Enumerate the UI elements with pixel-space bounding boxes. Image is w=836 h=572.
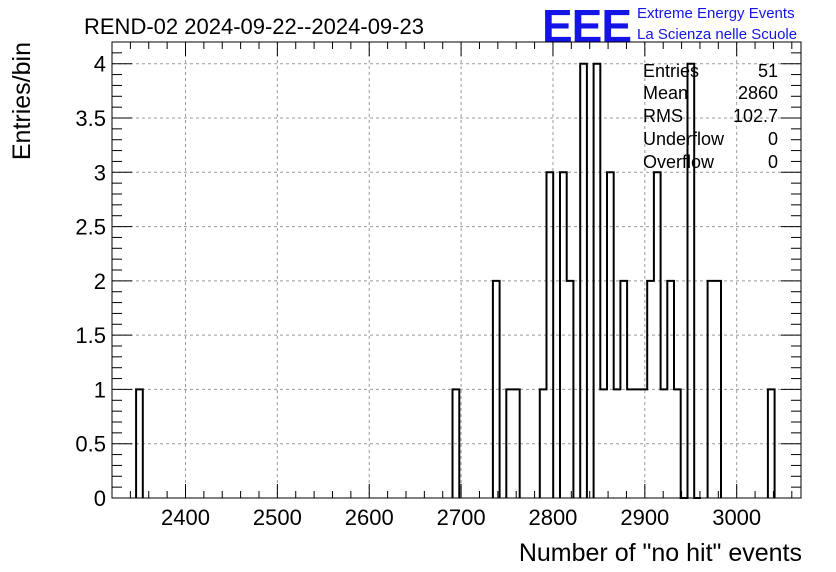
histogram-bin (654, 172, 661, 498)
axis-ticks (111, 41, 801, 499)
histogram-bin (560, 172, 567, 498)
stats-label-underflow: Underflow (643, 129, 725, 149)
histogram-bin (493, 281, 500, 498)
histogram-bars (135, 62, 776, 499)
histogram-bin (674, 389, 681, 498)
x-tick-label: 2800 (528, 505, 577, 530)
histogram-bin (647, 281, 654, 498)
x-tick-label: 2500 (253, 505, 302, 530)
x-tick-label: 2900 (620, 505, 669, 530)
eee-logo-mark: EEE (542, 0, 631, 52)
y-tick-label: 3.5 (75, 106, 106, 131)
histogram-bin (600, 389, 607, 498)
x-tick-label: 2400 (161, 505, 210, 530)
y-axis-label: Entries/bin (8, 42, 36, 160)
histogram-bin (634, 389, 641, 498)
x-tick-label: 2700 (437, 505, 486, 530)
histogram-bin (620, 281, 627, 498)
histogram-bin (513, 389, 520, 498)
histogram-bin (540, 389, 547, 498)
y-tick-label: 0.5 (75, 432, 106, 457)
x-tick-label: 3000 (712, 505, 761, 530)
stats-value-rms: 102.7 (733, 106, 778, 126)
histogram-bin (614, 389, 621, 498)
stats-label-entries: Entries (643, 61, 699, 81)
eee-logo: EEE Extreme Energy Events La Scienza nel… (542, 0, 797, 52)
eee-logo-line2: La Scienza nelle Scuole (637, 26, 797, 43)
stats-value-entries: 51 (758, 61, 778, 81)
x-tick-labels: 2400 2500 2600 2700 2800 2900 3000 (161, 505, 761, 530)
histogram-bin (627, 389, 634, 498)
y-tick-label: 3 (94, 160, 106, 185)
stats-value-overflow: 0 (768, 152, 778, 172)
y-tick-label: 2.5 (75, 215, 106, 240)
stats-label-rms: RMS (643, 106, 683, 126)
eee-logo-line1: Extreme Energy Events (637, 5, 795, 22)
y-tick-label: 4 (94, 52, 106, 77)
histogram-bin (607, 172, 614, 498)
histogram-bin (547, 172, 554, 498)
stats-value-underflow: 0 (768, 129, 778, 149)
histogram-bin (641, 389, 648, 498)
histogram-bin (714, 281, 721, 498)
y-tick-label: 1.5 (75, 323, 106, 348)
histogram-bin (506, 389, 513, 498)
stats-label-mean: Mean (643, 83, 688, 103)
histogram-bin (768, 389, 775, 498)
histogram-bin (580, 64, 587, 498)
histogram-bin (708, 281, 715, 498)
y-tick-label: 0 (94, 486, 106, 511)
histogram-bin (567, 281, 574, 498)
histogram-bin (453, 389, 460, 498)
histogram-bin (594, 64, 601, 498)
x-tick-label: 2600 (345, 505, 394, 530)
y-tick-label: 2 (94, 269, 106, 294)
stats-box: Entries 51 Mean 2860 RMS 102.7 Underflow… (643, 61, 778, 172)
stats-label-overflow: Overflow (643, 152, 715, 172)
y-tick-label: 1 (94, 377, 106, 402)
x-axis-label: Number of "no hit" events (519, 539, 802, 567)
histogram-bin (667, 281, 674, 498)
histogram-bin (136, 389, 143, 498)
y-tick-labels: 0 0.5 1 1.5 2 2.5 3 3.5 4 (75, 52, 106, 511)
histogram-bin (661, 389, 668, 498)
chart-title: REND-02 2024-09-22--2024-09-23 (84, 14, 424, 39)
histogram-outline (135, 62, 776, 499)
stats-value-mean: 2860 (738, 83, 778, 103)
